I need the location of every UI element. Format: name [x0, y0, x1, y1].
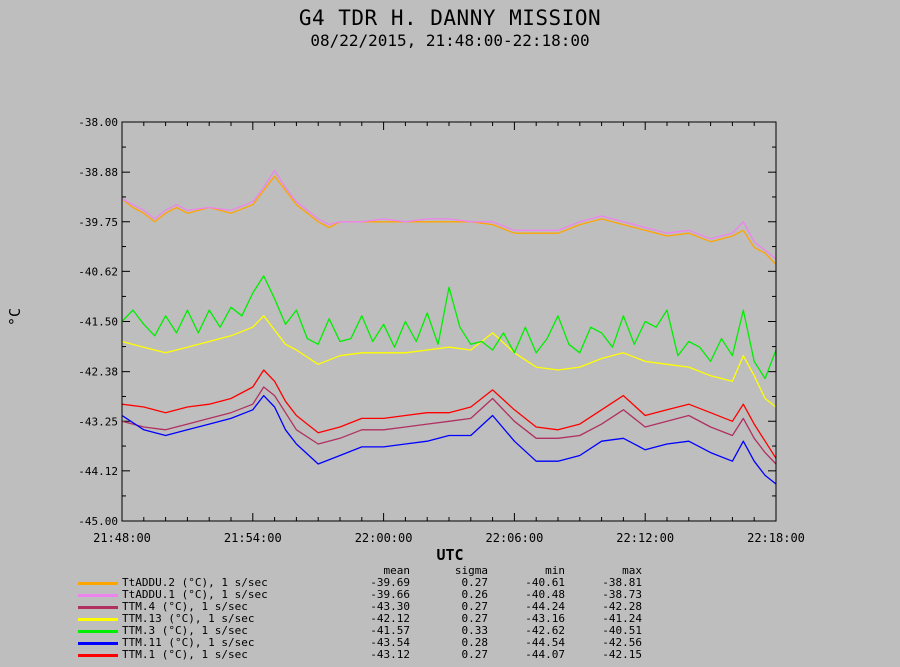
y-tick-label: -42.38 — [78, 366, 118, 379]
chart-title: G4 TDR H. DANNY MISSION — [298, 6, 602, 30]
legend-swatch — [78, 582, 118, 585]
stat-min: -42.62 — [525, 624, 565, 637]
chart-subtitle: 08/22/2015, 21:48:00-22:18:00 — [310, 31, 590, 50]
series-line-ttm-13 — [121, 315, 777, 408]
stat-sigma: 0.27 — [461, 612, 489, 625]
stat-mean: -39.69 — [370, 576, 410, 589]
stat-max: -42.28 — [602, 600, 642, 613]
stats-header-sigma: sigma — [454, 564, 488, 577]
stat-mean: -41.57 — [370, 624, 410, 637]
legend-item: TtADDU.1 (°C), 1 s/sec -39.66 0.26 -40.48 -3… — [78, 589, 778, 601]
legend-swatch — [78, 630, 118, 633]
stat-sigma: 0.28 — [461, 636, 489, 649]
x-tick-label: 21:48:00 — [93, 531, 151, 545]
stat-mean: -42.12 — [370, 612, 410, 625]
legend-item: TTM.3 (°C), 1 s/sec -41.57 0.33 -42.62 -40.5… — [78, 625, 778, 637]
y-tick-label: -44.12 — [78, 465, 118, 478]
legend-label: TTM.3 (°C), 1 s/sec — [122, 624, 248, 637]
stat-sigma: 0.33 — [461, 624, 489, 637]
y-tick-label: -43.25 — [78, 415, 118, 428]
stat-sigma: 0.27 — [461, 648, 489, 661]
y-tick-label: -38.00 — [78, 116, 118, 129]
stat-max: -38.73 — [602, 588, 642, 601]
y-tick-label: -41.50 — [78, 316, 118, 329]
stat-mean: -43.12 — [370, 648, 410, 661]
series-line-ttaddu-2 — [121, 175, 777, 265]
y-tick-label: -38.88 — [78, 166, 118, 179]
series-line-ttm-4 — [121, 386, 777, 465]
legend-swatch — [78, 594, 118, 597]
legend-label: TtADDU.2 (°C), 1 s/sec — [122, 576, 268, 589]
series-line-ttm-11 — [121, 394, 777, 485]
series-line-ttm-1 — [121, 369, 777, 459]
x-tick-label: 22:18:00 — [747, 531, 805, 545]
legend-item: TTM.13 (°C), 1 s/sec -42.12 0.27 -43.16 -41.… — [78, 613, 778, 625]
stats-header-max: max — [622, 564, 642, 577]
stat-sigma: 0.27 — [461, 600, 489, 613]
legend-label: TTM.1 (°C), 1 s/sec — [122, 648, 248, 661]
stat-sigma: 0.26 — [461, 588, 489, 601]
legend-item: TTM.11 (°C), 1 s/sec -43.54 0.28 -44.54 -42.… — [78, 637, 778, 649]
stat-min: -44.24 — [525, 600, 565, 613]
y-tick-label: -40.62 — [78, 265, 118, 278]
y-axis-label: °C — [6, 307, 25, 327]
stat-min: -43.16 — [525, 612, 565, 625]
legend-item: TtADDU.2 (°C), 1 s/sec -39.69 0.27 -40.61 -3… — [78, 577, 778, 589]
series-line-ttm-3 — [121, 275, 777, 380]
legend-swatch — [78, 654, 118, 657]
plot-frame — [121, 121, 777, 522]
stat-min: -40.48 — [525, 588, 565, 601]
legend-label: TTM.4 (°C), 1 s/sec — [122, 600, 248, 613]
stat-min: -44.07 — [525, 648, 565, 661]
stat-mean: -39.66 — [370, 588, 410, 601]
stat-max: -38.81 — [602, 576, 642, 589]
stat-min: -40.61 — [525, 576, 565, 589]
x-tick-label: 22:00:00 — [355, 531, 413, 545]
legend-label: TTM.11 (°C), 1 s/sec — [122, 636, 255, 649]
legend-swatch — [78, 606, 118, 609]
stat-max: -42.15 — [602, 648, 642, 661]
stat-min: -44.54 — [525, 636, 565, 649]
stat-max: -40.51 — [602, 624, 642, 637]
stat-sigma: 0.27 — [461, 576, 489, 589]
stat-mean: -43.54 — [370, 636, 410, 649]
stats-header-mean: mean — [383, 564, 411, 577]
legend-label: TTM.13 (°C), 1 s/sec — [122, 612, 255, 625]
series-line-ttaddu-1 — [121, 169, 777, 260]
x-axis-label: UTC — [436, 546, 464, 564]
y-tick-label: -39.75 — [78, 216, 118, 229]
stat-max: -42.56 — [602, 636, 642, 649]
y-tick-label: -45.00 — [78, 515, 118, 528]
x-tick-label: 22:12:00 — [616, 531, 674, 545]
legend-item: TTM.1 (°C), 1 s/sec -43.12 0.27 -44.07 -42.1… — [78, 649, 778, 661]
legend-item: TTM.4 (°C), 1 s/sec -43.30 0.27 -44.24 -42.2… — [78, 601, 778, 613]
stat-mean: -43.30 — [370, 600, 410, 613]
legend-label: TtADDU.1 (°C), 1 s/sec — [122, 588, 268, 601]
x-tick-label: 22:06:00 — [486, 531, 544, 545]
x-tick-label: 21:54:00 — [224, 531, 282, 545]
legend-swatch — [78, 642, 118, 645]
legend-swatch — [78, 618, 118, 621]
stats-header-min: min — [545, 564, 565, 577]
stat-max: -41.24 — [602, 612, 642, 625]
